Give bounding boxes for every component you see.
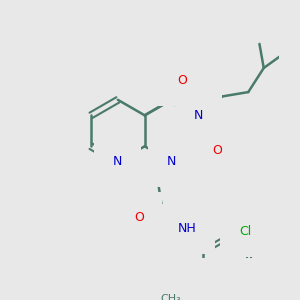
Text: Cl: Cl xyxy=(239,225,251,238)
Text: CH₃: CH₃ xyxy=(160,294,181,300)
Text: O: O xyxy=(134,211,144,224)
Text: O: O xyxy=(212,144,222,157)
Text: N: N xyxy=(113,155,122,168)
Text: NH: NH xyxy=(178,222,196,236)
Text: O: O xyxy=(177,74,187,87)
Text: O: O xyxy=(181,284,191,297)
Text: N: N xyxy=(167,155,176,168)
Text: N: N xyxy=(194,109,203,122)
